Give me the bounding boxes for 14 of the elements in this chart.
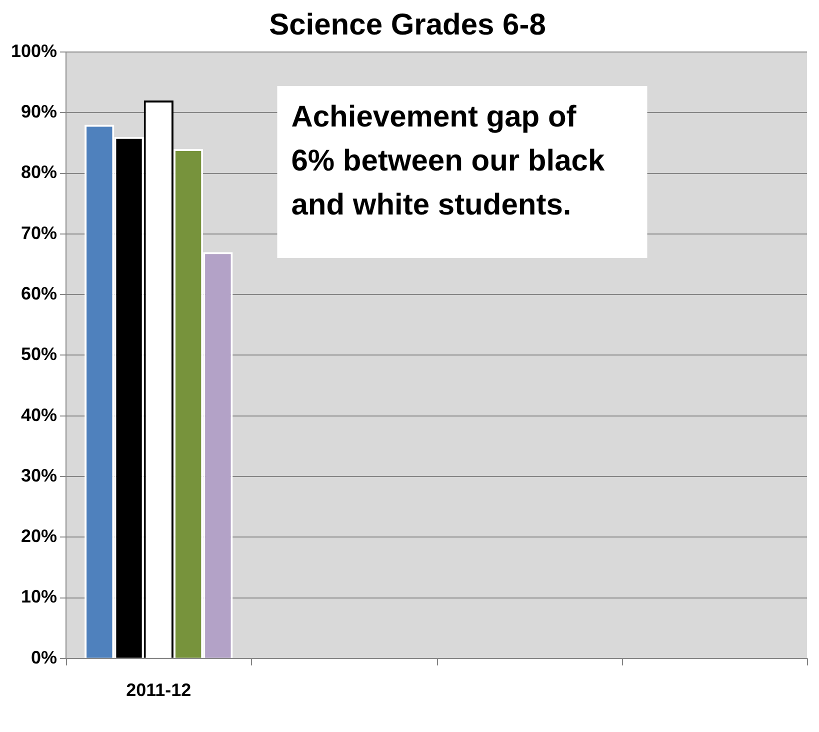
annotation: Achievement gap of 6% between our black and white students. bbox=[291, 100, 605, 222]
x-tick-label: 2011-12 bbox=[126, 680, 192, 700]
y-tick-label: 60% bbox=[21, 284, 58, 304]
y-tick-label: 20% bbox=[21, 526, 58, 546]
y-tick-label: 90% bbox=[21, 102, 58, 122]
chart-title: Science Grades 6-8 bbox=[269, 8, 546, 42]
y-tick-label: 0% bbox=[31, 647, 58, 668]
y-tick-label: 10% bbox=[21, 586, 58, 607]
y-tick-label: 70% bbox=[21, 222, 58, 243]
y-tick-label: 40% bbox=[21, 404, 58, 425]
y-tick-label: 100% bbox=[10, 40, 58, 61]
y-tick-label: 80% bbox=[21, 162, 58, 182]
y-tick-label: 50% bbox=[21, 344, 58, 364]
y-tick-label: 30% bbox=[21, 465, 58, 486]
